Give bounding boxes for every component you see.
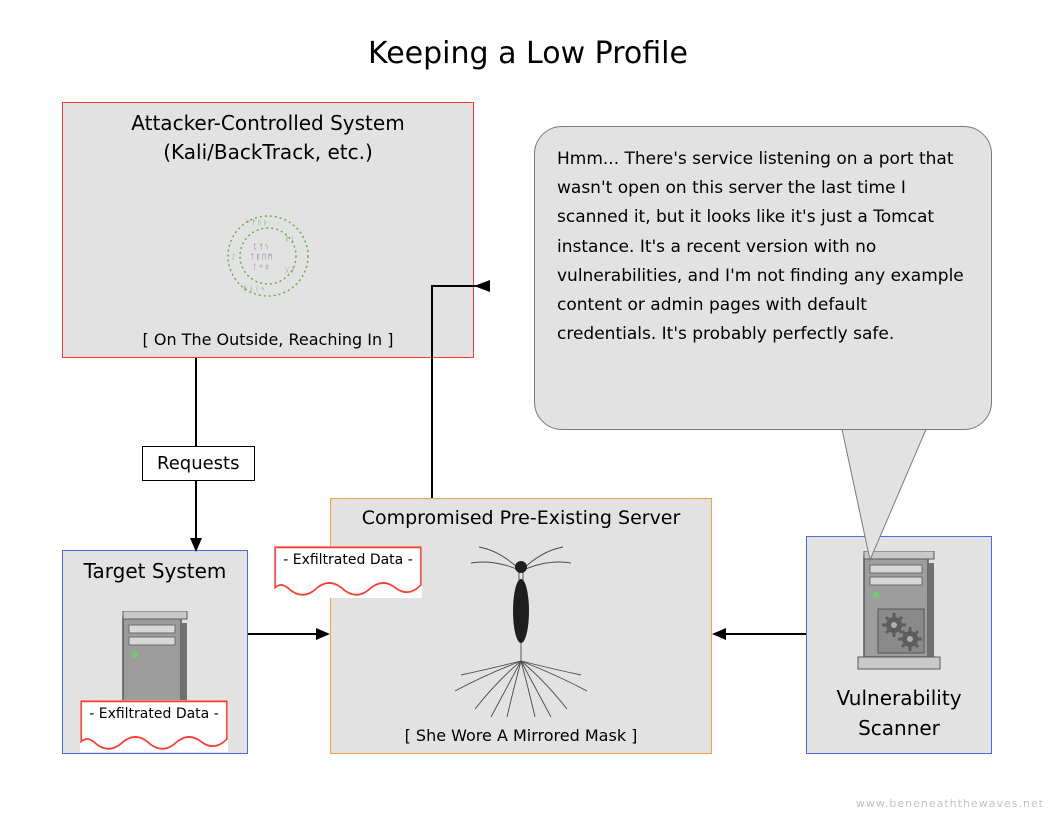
bubble-text: Hmm... There's service listening on a po… [557, 149, 964, 344]
exfil-label-1: - Exfiltrated Data - [80, 700, 228, 752]
svg-text:ᚻ ᚾ ᛁ ᛃ: ᚻ ᚾ ᛁ ᛃ [243, 285, 265, 293]
svg-text:ᛇ: ᛇ [231, 253, 235, 261]
attacker-title-2: (Kali/BackTrack, etc.) [63, 138, 473, 167]
svg-text:ᛚ ᛜ ᛟ: ᛚ ᛜ ᛟ [253, 263, 269, 271]
compromised-caption: [ She Wore A Mirrored Mask ] [331, 726, 711, 745]
requests-label: Requests [142, 446, 255, 481]
svg-text:ᛏ ᛒ ᛖ ᛗ: ᛏ ᛒ ᛖ ᛗ [250, 253, 272, 261]
compromised-title: Compromised Pre-Existing Server [331, 505, 711, 533]
svg-text:ᚱ ᚳ: ᚱ ᚳ [285, 235, 295, 243]
svg-text:꙳ ᚠ ᚢ ᚦ: ꙳ ᚠ ᚢ ᚦ [246, 219, 268, 227]
arrow-target-to-compromised [248, 628, 330, 640]
scanner-server-icon [850, 551, 948, 681]
diagram-title: Keeping a Low Profile [0, 36, 1056, 71]
scanner-title-1: Vulnerability [807, 683, 991, 713]
svg-text:ᚷ ᚹ: ᚷ ᚹ [285, 267, 295, 275]
exfil-label-2: - Exfiltrated Data - [274, 546, 422, 598]
arrow-scanner-to-compromised [712, 628, 806, 640]
creature-icon [441, 541, 601, 725]
compromised-box: Compromised Pre-Existing Server [ She Wo… [330, 498, 712, 754]
attacker-caption: [ On The Outside, Reaching In ] [63, 330, 473, 349]
attacker-box: Attacker-Controlled System (Kali/BackTra… [62, 102, 474, 358]
attacker-emblem: ꙳ ᚠ ᚢ ᚦ ᚱ ᚳ ᚷ ᚹ ᚻ ᚾ ᛁ ᛃ ᛇ ᛈ ᛉ ᛊ ᛏ ᛒ ᛖ ᛗ … [213, 211, 323, 301]
footer-credit: www.beneneaththewaves.net [856, 797, 1044, 810]
svg-text:ᛈ ᛉ ᛊ: ᛈ ᛉ ᛊ [253, 243, 269, 251]
target-title: Target System [63, 557, 247, 586]
attacker-title-1: Attacker-Controlled System [63, 109, 473, 138]
scanner-box: Vulnerability Scanner [806, 536, 992, 754]
scanner-title-2: Scanner [807, 713, 991, 743]
thought-bubble: Hmm... There's service listening on a po… [534, 126, 992, 430]
